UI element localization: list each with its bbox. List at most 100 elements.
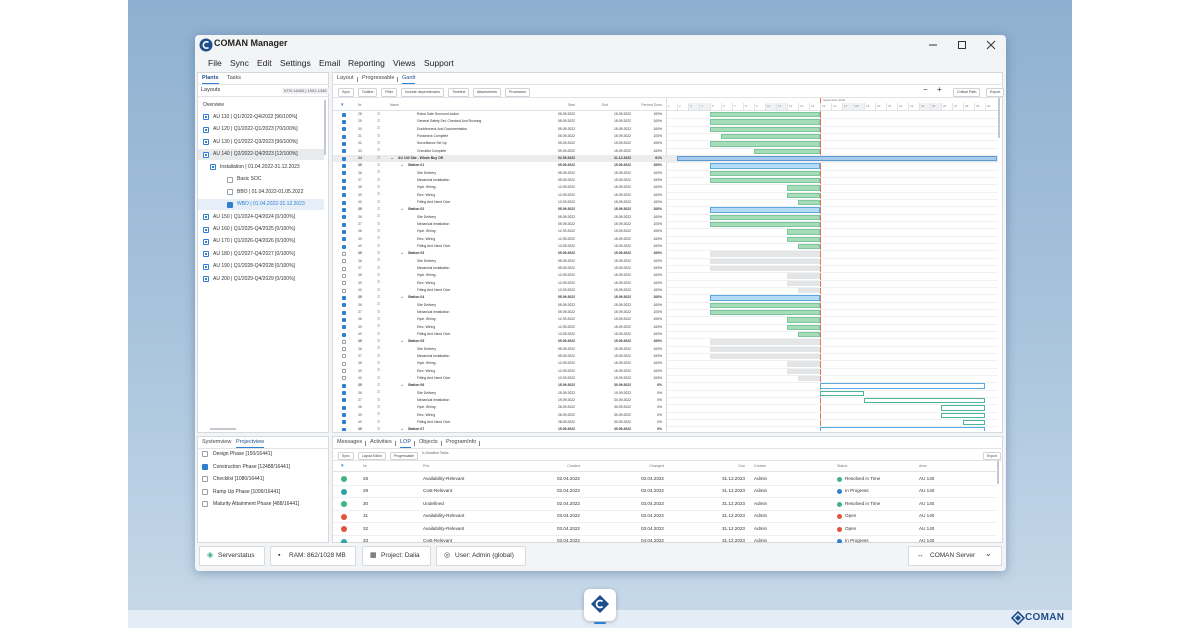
task-name[interactable]: Hydr. Wiring — [417, 317, 436, 322]
column-header[interactable]: Status — [837, 464, 848, 468]
zoom-in[interactable]: + — [937, 85, 942, 94]
task-name[interactable]: Mecanical Installation — [417, 177, 450, 182]
gantt-bar[interactable] — [798, 287, 820, 294]
gantt-bar[interactable] — [710, 258, 820, 264]
phase-item[interactable]: Construction Phase [12488/16441] — [213, 463, 290, 470]
gantt-bar[interactable] — [787, 317, 820, 323]
toolbar-button[interactable]: Processes — [505, 88, 530, 97]
checkbox[interactable] — [202, 501, 208, 508]
status-button[interactable] — [270, 546, 356, 566]
phase-item[interactable]: Ramp Up Phase [1099/16441] — [213, 488, 281, 495]
gantt-bar[interactable] — [820, 427, 985, 431]
toolbar-button[interactable]: Critical Path — [953, 88, 981, 97]
tree-item[interactable]: AU 120 | Q1/2022-Q1/2023 [70/100%] — [213, 126, 298, 133]
gantt-bar[interactable] — [710, 346, 820, 352]
gantt-bar[interactable] — [787, 185, 820, 191]
task-name[interactable]: Station 05 — [408, 339, 425, 344]
row-checkbox[interactable] — [342, 193, 346, 198]
gantt-bar[interactable] — [710, 339, 820, 345]
row-checkbox[interactable] — [342, 420, 346, 425]
task-name[interactable]: Site Delivery — [417, 170, 437, 175]
gantt-bar[interactable] — [798, 331, 820, 338]
menu-item[interactable]: Sync — [230, 58, 249, 68]
expander[interactable]: ⌄ — [400, 338, 405, 345]
gantt-bar[interactable] — [787, 192, 820, 198]
task-name[interactable]: Elec. Wiring — [417, 368, 436, 373]
toolbar-button[interactable]: Layout Editor — [358, 452, 386, 461]
row-checkbox[interactable] — [342, 112, 346, 117]
toolbar-button[interactable]: Sync — [338, 88, 354, 97]
task-name[interactable]: Doublecheck And Documentation — [417, 126, 468, 131]
window-controls[interactable] — [925, 38, 1000, 52]
tree-item[interactable]: AU 190 | Q1/2028-Q4/2028 [0/100%] — [213, 263, 295, 270]
gantt-bar[interactable] — [710, 251, 820, 257]
gantt-bar[interactable] — [710, 214, 820, 220]
checkbox[interactable] — [202, 451, 208, 457]
tree-item[interactable]: AU 180 | Q1/2027-Q4/2027 [0/100%] — [213, 250, 295, 257]
task-name[interactable]: AU 140 Site - Whole Buy Off — [398, 155, 444, 160]
gantt-bar[interactable] — [787, 368, 820, 374]
task-name[interactable]: Hydr. Wiring — [417, 185, 436, 190]
row-checkbox[interactable] — [342, 405, 346, 410]
task-name[interactable]: Hydr. Wiring — [417, 405, 436, 410]
column-header[interactable]: Start — [567, 103, 575, 107]
task-name[interactable]: Hydr. Wiring — [417, 361, 436, 366]
row-checkbox[interactable] — [342, 369, 346, 374]
task-name[interactable]: Site Delivery — [417, 390, 437, 395]
expander[interactable]: ⌄ — [390, 154, 395, 161]
tab[interactable]: Layout — [337, 75, 354, 81]
task-name[interactable]: Elec. Wiring — [417, 192, 436, 197]
gantt-bar[interactable] — [710, 126, 820, 132]
tree-item[interactable]: Basic SOC — [237, 176, 262, 183]
status-button[interactable] — [436, 546, 526, 566]
menu-item[interactable]: Edit — [257, 58, 272, 68]
task-name[interactable]: Fitting And Hand Over — [417, 419, 451, 424]
row-checkbox[interactable] — [342, 134, 346, 139]
expander[interactable]: ⌄ — [400, 426, 405, 431]
row-checkbox[interactable] — [342, 427, 346, 431]
toolbar-button[interactable]: Progressable — [390, 452, 418, 461]
gantt-bar[interactable] — [710, 119, 820, 125]
row-checkbox[interactable] — [342, 163, 346, 168]
tree-item[interactable]: Installation | 01.04.2022-31.12.2023 — [220, 163, 300, 170]
gantt-bar[interactable] — [787, 273, 820, 279]
row-checkbox[interactable] — [342, 156, 346, 161]
row-checkbox[interactable] — [342, 354, 346, 359]
tab[interactable]: Activities — [370, 439, 392, 445]
column-header[interactable]: Nr — [358, 103, 362, 107]
gantt-bar[interactable] — [941, 412, 985, 418]
gantt-bar[interactable] — [787, 236, 820, 242]
tree-item[interactable]: AU 170 | Q1/2026-Q4/2026 [0/100%] — [213, 238, 295, 245]
task-name[interactable]: Elec. Wiring — [417, 236, 436, 241]
dropdown-arrow[interactable]: ⌄ — [985, 549, 992, 558]
task-name[interactable]: Mecanical Installation — [417, 397, 450, 402]
tree-item[interactable]: Overview — [203, 101, 224, 108]
task-name[interactable]: Station 04 — [408, 295, 425, 300]
gantt-bar[interactable] — [710, 309, 820, 316]
column-header[interactable]: Prio — [423, 464, 430, 468]
tab[interactable]: Gantt — [402, 75, 416, 84]
tab[interactable]: Progressable — [362, 75, 395, 81]
export-button[interactable]: Export — [983, 452, 1001, 461]
row-checkbox[interactable] — [342, 347, 346, 352]
task-name[interactable]: Elec. Wiring — [417, 324, 436, 329]
row-checkbox[interactable] — [342, 259, 346, 264]
tree-item[interactable]: BBO | 01.04.2022-01.05.2022 — [237, 188, 304, 195]
column-header[interactable]: Percent Done — [641, 103, 662, 107]
row-checkbox[interactable] — [342, 413, 346, 418]
row-checkbox[interactable] — [342, 303, 346, 308]
expander[interactable]: ⌄ — [400, 382, 405, 389]
checkbox[interactable] — [202, 476, 208, 483]
row-checkbox[interactable] — [342, 222, 346, 227]
layouts-value[interactable]: KTN 14400 | 1001-1346 — [282, 88, 329, 94]
tab[interactable]: Objects — [419, 439, 438, 445]
gantt-bar[interactable] — [710, 207, 820, 213]
task-name[interactable]: Fitting And Hand Over — [417, 375, 451, 380]
checkbox[interactable] — [227, 201, 233, 208]
gantt-bar[interactable] — [677, 155, 997, 162]
tree-item[interactable]: AU 140 | Q2/2022-Q4/2023 [12/100%] — [213, 151, 298, 158]
row-checkbox[interactable] — [342, 391, 346, 396]
row-checkbox[interactable] — [342, 325, 346, 330]
row-checkbox[interactable] — [342, 207, 346, 212]
task-name[interactable]: Site Delivery — [417, 258, 437, 263]
